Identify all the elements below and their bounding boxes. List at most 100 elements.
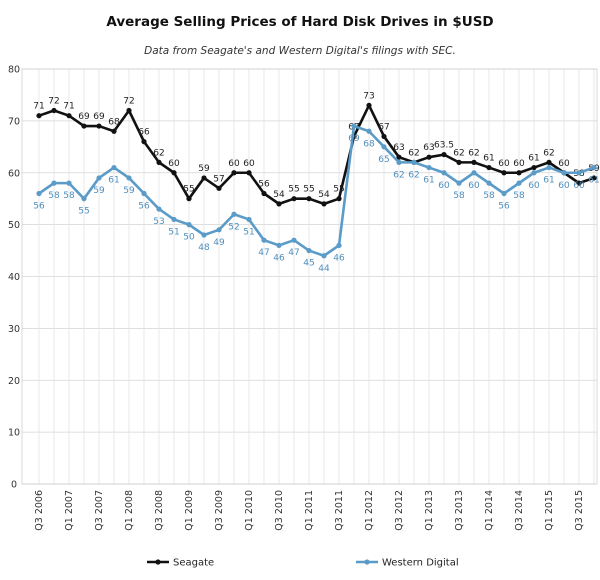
data-point bbox=[201, 175, 207, 181]
data-label: 72 bbox=[123, 97, 134, 107]
data-label: 62 bbox=[453, 148, 464, 158]
x-tick-label: Q1 2011 bbox=[304, 490, 315, 531]
data-point bbox=[126, 107, 132, 114]
data-point bbox=[351, 123, 357, 129]
x-axis: Q3 2006 Q1 2007 Q3 2007 Q1 2008 Q3 2008 Q1 20… bbox=[34, 490, 585, 531]
data-point bbox=[486, 164, 492, 171]
x-tick-label: Q1 2008 bbox=[124, 490, 135, 531]
legend-item-western-digital: Western Digital bbox=[356, 558, 459, 569]
data-label: 61 bbox=[588, 176, 599, 186]
data-label: 59 bbox=[123, 186, 135, 196]
data-point bbox=[291, 196, 297, 202]
data-point bbox=[366, 128, 372, 134]
data-label: 46 bbox=[273, 253, 285, 263]
y-tick-label: 70 bbox=[8, 116, 20, 127]
y-tick-label: 40 bbox=[8, 272, 20, 283]
data-label: 60 bbox=[498, 159, 510, 169]
data-label: 72 bbox=[48, 97, 59, 107]
data-point bbox=[51, 107, 57, 114]
data-label: 56 bbox=[33, 202, 45, 212]
data-point bbox=[81, 123, 87, 129]
data-point bbox=[471, 170, 477, 176]
data-label: 69 bbox=[78, 112, 90, 122]
plot-frame bbox=[21, 68, 598, 485]
data-label: 62 bbox=[543, 148, 554, 158]
x-tick-label: Q3 2014 bbox=[514, 490, 525, 531]
data-point bbox=[156, 159, 162, 165]
data-point bbox=[456, 180, 462, 186]
data-point bbox=[546, 164, 552, 171]
x-tick-label: Q3 2006 bbox=[34, 490, 45, 531]
data-point bbox=[576, 170, 582, 176]
data-label: 45 bbox=[303, 259, 314, 269]
chart-subtitle: Data from Seagate's and Western Digital'… bbox=[144, 45, 456, 57]
data-point bbox=[381, 133, 387, 140]
data-label: 55 bbox=[78, 207, 89, 217]
data-point bbox=[591, 175, 597, 181]
data-point bbox=[381, 144, 387, 150]
data-label: 60 bbox=[513, 159, 525, 169]
legend-item-seagate: Seagate bbox=[147, 558, 214, 569]
data-label: 57 bbox=[213, 174, 224, 184]
x-tick-label: Q1 2014 bbox=[484, 490, 495, 531]
data-label: 60 bbox=[558, 181, 570, 191]
x-tick-label: Q3 2009 bbox=[214, 490, 225, 531]
data-label: 58 bbox=[483, 191, 495, 201]
data-label: 54 bbox=[273, 190, 285, 200]
data-label: 62 bbox=[408, 148, 419, 158]
data-point bbox=[96, 123, 102, 129]
series-line bbox=[38, 104, 595, 206]
y-tick-label: 30 bbox=[8, 324, 20, 335]
data-point bbox=[186, 196, 192, 202]
data-label: 60 bbox=[558, 159, 570, 169]
data-point bbox=[36, 113, 42, 119]
data-point bbox=[591, 164, 597, 171]
data-point bbox=[486, 180, 492, 186]
data-point bbox=[546, 159, 552, 165]
data-point bbox=[456, 159, 462, 165]
data-label: 73 bbox=[363, 91, 374, 101]
data-point bbox=[246, 216, 252, 223]
data-label: 61 bbox=[528, 154, 539, 164]
data-point bbox=[261, 190, 267, 197]
data-label: 69 bbox=[93, 112, 105, 122]
data-label: 66 bbox=[138, 128, 150, 138]
y-tick-label: 60 bbox=[8, 168, 20, 179]
data-label: 62 bbox=[393, 170, 404, 180]
y-tick-label: 20 bbox=[8, 376, 20, 387]
grid bbox=[21, 68, 598, 485]
data-label: 60 bbox=[573, 181, 585, 191]
data-point bbox=[411, 159, 417, 165]
data-point bbox=[111, 128, 117, 134]
data-point bbox=[171, 216, 177, 223]
data-label: 60 bbox=[438, 181, 450, 191]
data-point bbox=[336, 242, 342, 248]
data-label: 60 bbox=[528, 181, 540, 191]
data-label: 71 bbox=[33, 102, 44, 112]
x-tick-label: Q1 2010 bbox=[244, 490, 255, 531]
data-point bbox=[516, 180, 522, 186]
x-tick-label: Q3 2007 bbox=[94, 490, 105, 531]
data-point bbox=[306, 196, 312, 202]
data-label: 68 bbox=[363, 139, 375, 149]
data-point bbox=[231, 211, 237, 217]
data-label: 44 bbox=[318, 264, 330, 274]
data-label: 49 bbox=[213, 238, 225, 248]
data-label: 61 bbox=[423, 176, 434, 186]
data-point bbox=[501, 170, 507, 176]
data-label: 60 bbox=[243, 159, 255, 169]
chart-title: Average Selling Prices of Hard Disk Driv… bbox=[106, 14, 494, 30]
data-label: 60 bbox=[168, 159, 180, 169]
data-point bbox=[321, 201, 327, 207]
data-point bbox=[426, 164, 432, 171]
data-label: 46 bbox=[333, 253, 345, 263]
data-label: 53 bbox=[153, 217, 164, 227]
data-label: 59 bbox=[198, 164, 210, 174]
data-point bbox=[441, 151, 447, 158]
legend-label: Seagate bbox=[173, 558, 214, 569]
data-point bbox=[126, 175, 132, 181]
data-point bbox=[576, 180, 582, 186]
data-label: 62 bbox=[153, 148, 164, 158]
